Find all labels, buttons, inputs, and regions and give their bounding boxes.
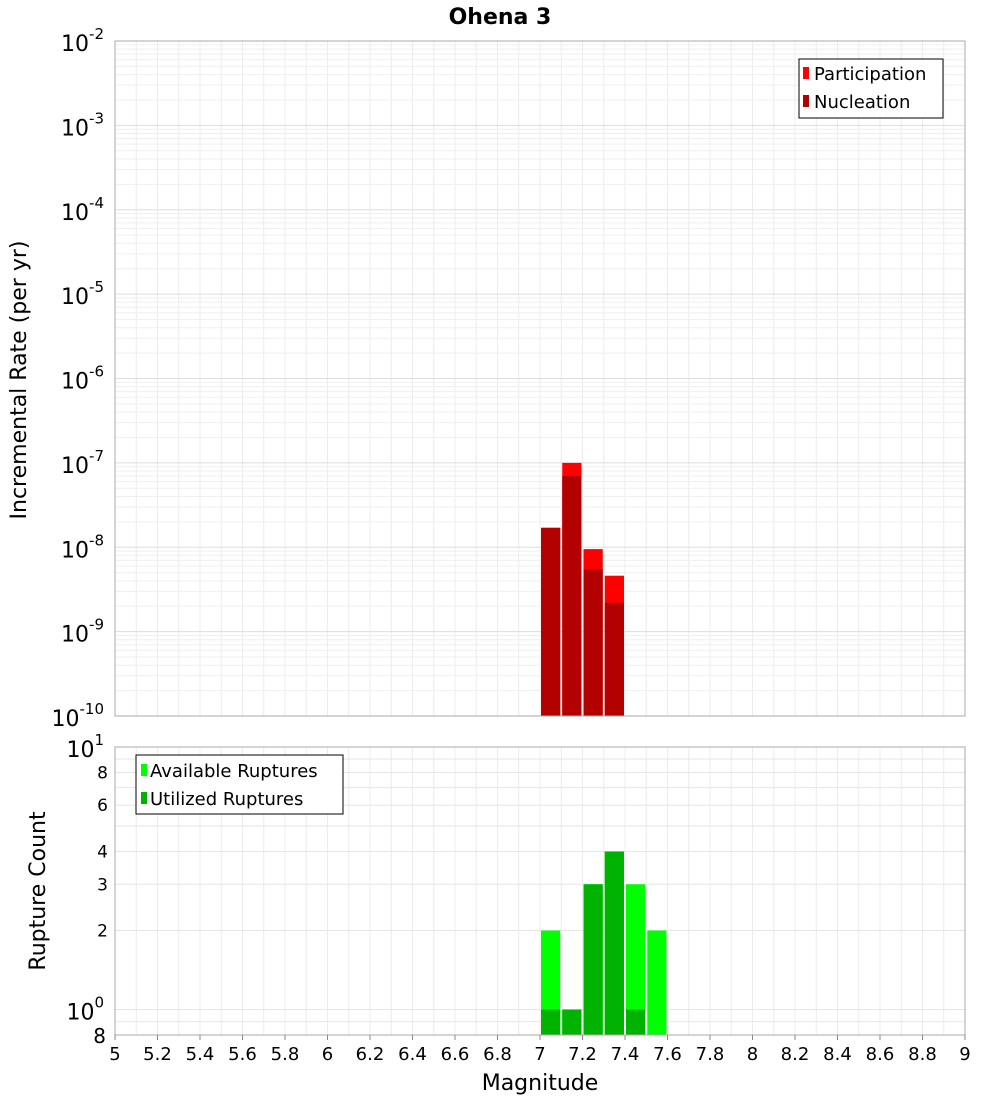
y-tick-label: 2 — [97, 922, 108, 942]
legend-label-nucleation: Nucleation — [814, 92, 910, 113]
legend-label-participation: Participation — [814, 64, 926, 85]
x-tick-label: 8 — [747, 1044, 758, 1065]
top-plot-frame — [114, 40, 966, 717]
x-tick-label: 7.2 — [568, 1044, 597, 1065]
x-tick-label: 6.2 — [356, 1044, 385, 1065]
bar — [562, 475, 582, 716]
bar — [626, 884, 646, 1035]
top-legend: Participation Nucleation — [798, 58, 944, 119]
legend-swatch-nucleation — [803, 95, 809, 107]
x-tick-label: 8.4 — [823, 1044, 852, 1065]
top-y-ticks: 10-2 10-3 10-4 10-5 10-6 10-7 10-8 10-9 10-10 — [52, 25, 105, 732]
x-tick-label: 6.6 — [441, 1044, 470, 1065]
x-tick-label: 8.8 — [908, 1044, 937, 1065]
bar — [562, 1009, 582, 1035]
y-tick-label: 10-5 — [61, 278, 104, 310]
bar — [541, 527, 561, 716]
y-tick-label: 100 — [66, 994, 104, 1026]
top-y-axis-label: Incremental Rate (per yr) — [7, 241, 32, 520]
legend-label-available-ruptures: Available Ruptures — [150, 761, 318, 782]
x-tick-label: 7.4 — [611, 1044, 640, 1065]
chart-title: Ohena 3 — [449, 5, 552, 30]
top-bars — [541, 462, 624, 716]
y-tick-label: 3 — [97, 875, 108, 895]
x-tick-label: 9 — [959, 1044, 970, 1065]
y-tick-label: 8 — [97, 763, 108, 783]
y-tick-label: 10-9 — [61, 616, 104, 648]
top-grid — [114, 41, 966, 717]
x-tick-label: 5.8 — [271, 1044, 300, 1065]
x-tick-label: 7 — [534, 1044, 545, 1065]
y-tick-label: 4 — [97, 842, 108, 862]
x-tick-label: 7.8 — [696, 1044, 725, 1065]
bar — [647, 930, 667, 1035]
bar — [604, 851, 624, 1035]
x-tick-label: 6 — [322, 1044, 333, 1065]
bar — [541, 1009, 561, 1035]
legend-label-utilized-ruptures: Utilized Ruptures — [150, 789, 303, 810]
y-tick-label: 8 — [93, 1024, 106, 1048]
x-axis-label: Magnitude — [482, 1071, 599, 1096]
y-tick-label: 6 — [97, 796, 108, 816]
x-tick-label: 5.6 — [228, 1044, 257, 1065]
x-tick-label: 7.6 — [653, 1044, 682, 1065]
x-tick-label: 6.4 — [398, 1044, 427, 1065]
x-tick-label: 5.4 — [186, 1044, 215, 1065]
legend-swatch-participation — [803, 67, 809, 79]
y-tick-label: 10-6 — [61, 363, 104, 395]
y-tick-label: 10-7 — [61, 447, 104, 479]
x-tick-label: 6.8 — [483, 1044, 512, 1065]
x-ticks: 5 5.2 5.4 5.6 5.8 6 6.2 6.4 6.6 6.8 7 7.2 7.4 7.6 7.8 8… — [109, 1035, 971, 1065]
y-tick-label: 10-4 — [61, 194, 104, 226]
legend-swatch-utilized-ruptures — [141, 792, 147, 804]
y-tick-label: 10-10 — [52, 700, 105, 732]
y-tick-label: 10-2 — [61, 25, 104, 57]
bar — [583, 569, 603, 716]
bottom-y-axis-label: Rupture Count — [26, 811, 51, 971]
bar — [604, 602, 624, 716]
bottom-legend: Available Ruptures Utilized Ruptures — [135, 754, 344, 815]
y-tick-label: 10-8 — [61, 531, 104, 563]
bar — [626, 1009, 646, 1035]
x-tick-label: 8.2 — [781, 1044, 810, 1065]
x-tick-label: 5.2 — [143, 1044, 172, 1065]
bar — [541, 930, 561, 1035]
x-tick-label: 8.6 — [866, 1044, 895, 1065]
top-legend-box — [798, 58, 944, 119]
legend-swatch-available-ruptures — [141, 764, 147, 776]
y-tick-label: 10-3 — [61, 109, 104, 141]
x-tick-label: 5 — [109, 1044, 120, 1065]
bar — [583, 884, 603, 1035]
bottom-legend-box — [135, 754, 344, 815]
y-tick-label: 101 — [66, 731, 104, 763]
bottom-bars — [541, 851, 667, 1035]
